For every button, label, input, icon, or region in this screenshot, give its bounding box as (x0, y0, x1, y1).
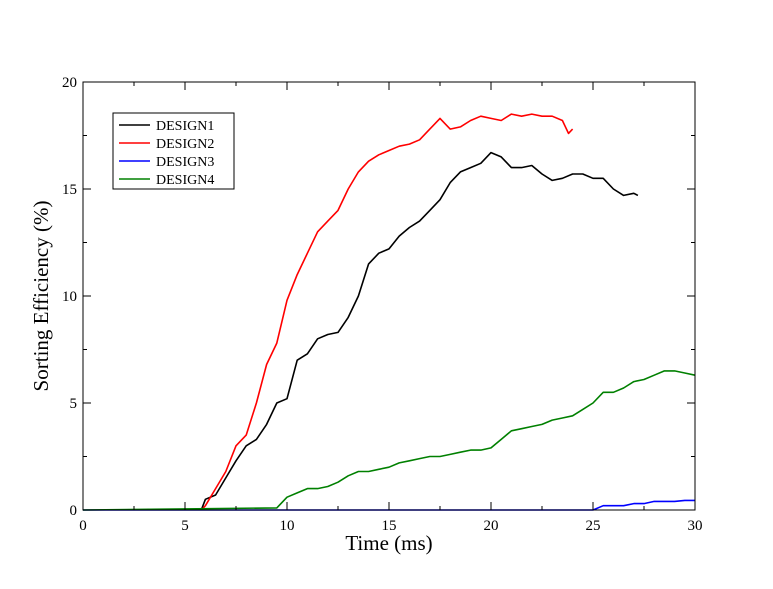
legend-label: DESIGN2 (156, 137, 214, 152)
y-tick-label: 5 (70, 396, 78, 412)
x-tick-label: 25 (586, 518, 601, 534)
y-tick-label: 10 (62, 289, 77, 305)
x-tick-label: 5 (181, 518, 189, 534)
x-tick-label: 20 (484, 518, 499, 534)
y-axis-label: Sorting Efficiency (%) (29, 201, 53, 392)
x-axis-label: Time (ms) (345, 531, 432, 555)
series-line-design1 (200, 151, 639, 511)
y-tick-label: 15 (62, 182, 77, 198)
series-line-design2 (200, 113, 574, 511)
legend-label: DESIGN4 (156, 173, 214, 188)
x-tick-label: 10 (280, 518, 295, 534)
y-tick-label: 20 (62, 75, 77, 91)
series-line-design3 (83, 499, 695, 511)
x-tick-label: 15 (382, 518, 397, 534)
x-tick-label: 30 (688, 518, 703, 534)
x-tick-label: 0 (79, 518, 87, 534)
y-tick-label: 0 (70, 503, 78, 519)
ticks-layer: 0 5 10 15 20 25 30 0 5 10 15 20 (62, 75, 703, 534)
legend-label: DESIGN1 (156, 119, 214, 134)
legend-label: DESIGN3 (156, 155, 214, 170)
series-line-design4 (82, 370, 696, 511)
legend: DESIGN1 DESIGN2 DESIGN3 DESIGN4 (112, 112, 235, 190)
series-layer (82, 113, 696, 511)
